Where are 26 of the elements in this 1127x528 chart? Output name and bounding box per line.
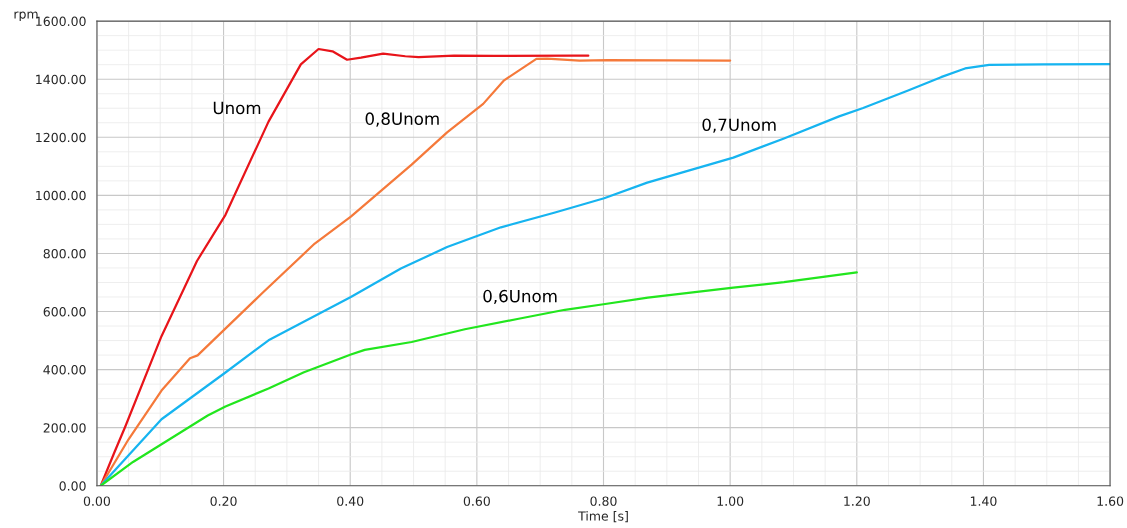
- y-tick-label: 800.00: [43, 248, 86, 259]
- series-label: 0,7Unom: [702, 118, 776, 133]
- x-axis-title: Time [s]: [578, 511, 628, 523]
- y-tick-label: 0.00: [59, 481, 86, 491]
- line-series: [99, 47, 590, 486]
- series-label: 0,6Unom: [483, 289, 557, 305]
- series-label: 0,8Unom: [365, 112, 439, 127]
- y-tick-label: 400.00: [43, 365, 86, 375]
- x-tick-label: 1.20: [844, 496, 870, 506]
- x-tick-label: 1.40: [970, 496, 997, 506]
- y-axis-title: rpm: [14, 11, 38, 22]
- y-tick-label: 1000.00: [36, 190, 86, 201]
- x-tick-label: 1.00: [717, 496, 744, 506]
- x-tick-label: 0.60: [463, 496, 490, 506]
- y-tick-label: 600.00: [43, 306, 86, 317]
- y-tick-label: 1400.00: [36, 74, 86, 85]
- x-tick-label: 0.00: [83, 496, 111, 506]
- y-tick-label: 1600.00: [36, 16, 86, 27]
- x-tick-label: 0.20: [210, 496, 237, 506]
- series-label: Unom: [213, 101, 261, 115]
- line-series: [99, 271, 858, 486]
- x-tick-label: 1.60: [1097, 496, 1124, 506]
- y-tick-label: 1200.00: [36, 132, 86, 143]
- x-tick-label: 0.40: [337, 496, 364, 506]
- x-tick-label: 0.80: [590, 496, 617, 506]
- y-tick-label: 200.00: [43, 423, 86, 433]
